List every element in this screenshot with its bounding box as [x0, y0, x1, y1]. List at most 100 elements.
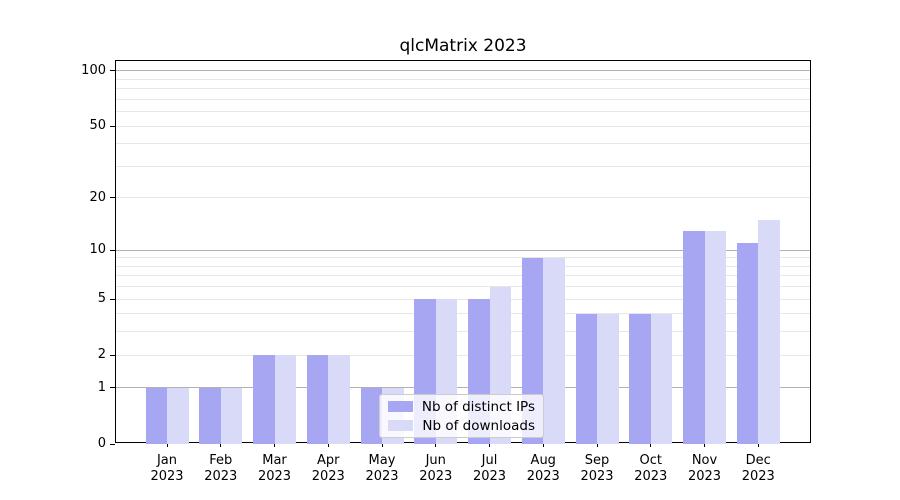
- y-gridline-minor: [116, 78, 810, 80]
- y-tick-label: 20: [89, 189, 106, 205]
- bar-downloads-mar: [274, 355, 296, 444]
- y-tick-label: 1: [97, 379, 106, 395]
- bar-distinct-ips-dec: [736, 243, 759, 444]
- y-tick-label: 2: [97, 347, 106, 363]
- x-tick-label: Feb 2023: [189, 453, 253, 485]
- legend-swatch-distinct-ips: [388, 401, 413, 412]
- year-label: 2023: [634, 469, 668, 484]
- year-label: 2023: [150, 469, 184, 484]
- x-tick-label: Oct 2023: [619, 453, 683, 485]
- y-gridline-minor: [116, 331, 810, 333]
- y-gridline-minor: [116, 143, 810, 145]
- bar-distinct-ips-feb: [199, 387, 221, 444]
- year-label: 2023: [419, 469, 453, 484]
- bar-distinct-ips-oct: [629, 313, 651, 444]
- x-tick: [220, 442, 222, 447]
- month-label: Sep: [584, 453, 610, 468]
- x-tick-label: Mar 2023: [243, 453, 307, 485]
- year-label: 2023: [687, 469, 722, 484]
- x-tick: [596, 442, 598, 447]
- x-tick-label: May 2023: [350, 453, 414, 485]
- y-tick: [110, 354, 115, 356]
- x-tick-label: Jun 2023: [404, 453, 468, 485]
- bar-downloads-feb: [220, 387, 243, 444]
- x-tick-label: Nov 2023: [673, 453, 737, 485]
- bar-downloads-sep: [597, 313, 619, 444]
- y-tick: [110, 197, 115, 199]
- bar-downloads-apr: [328, 355, 350, 444]
- y-tick: [110, 125, 115, 127]
- y-tick: [110, 249, 115, 251]
- x-tick-label: Aug 2023: [511, 453, 575, 485]
- y-tick-label: 100: [81, 62, 106, 78]
- y-gridline-major: [116, 249, 810, 251]
- y-tick: [110, 70, 115, 72]
- month-label: Apr: [317, 453, 340, 468]
- plot-area: Nb of distinct IPs Nb of downloads 0 1 2 5 1…: [81, 60, 811, 484]
- x-tick: [435, 442, 437, 447]
- x-tick: [381, 442, 383, 447]
- y-tick-label: 5: [97, 291, 106, 307]
- bar-downloads-dec: [758, 219, 780, 444]
- y-gridline-minor: [116, 88, 810, 90]
- legend-swatch-downloads: [388, 420, 413, 431]
- legend-label-downloads: Nb of downloads: [422, 417, 535, 434]
- x-tick: [166, 442, 168, 447]
- year-label: 2023: [311, 469, 345, 484]
- month-label: Dec: [745, 453, 771, 468]
- bar-distinct-ips-jan: [145, 387, 167, 444]
- x-tick: [650, 442, 652, 447]
- x-tick-label: Jan 2023: [135, 453, 199, 485]
- legend-label-distinct-ips: Nb of distinct IPs: [421, 398, 535, 415]
- month-label: Jun: [425, 453, 446, 468]
- year-label: 2023: [257, 469, 292, 484]
- x-tick: [274, 442, 275, 447]
- month-label: May: [368, 453, 396, 468]
- y-gridline-minor: [116, 197, 810, 199]
- bar-distinct-ips-sep: [575, 313, 597, 444]
- x-tick: [757, 442, 759, 447]
- x-tick-label: Apr 2023: [296, 453, 360, 485]
- y-tick-label: 10: [89, 242, 106, 258]
- y-gridline-minor: [116, 354, 810, 356]
- bar-distinct-ips-apr: [306, 355, 329, 444]
- bar-downloads-aug: [543, 257, 565, 444]
- x-tick-label: Jul 2023: [458, 453, 522, 485]
- month-label: Feb: [209, 453, 233, 468]
- year-label: 2023: [365, 469, 399, 484]
- y-gridline-major: [116, 70, 810, 72]
- y-gridline-minor: [116, 257, 810, 259]
- y-gridline-minor: [116, 165, 810, 167]
- bar-distinct-ips-mar: [253, 355, 275, 444]
- x-tick: [327, 442, 329, 447]
- x-tick: [542, 442, 544, 447]
- year-label: 2023: [472, 469, 507, 484]
- bar-distinct-ips-nov: [683, 230, 705, 444]
- bar-downloads-jan: [167, 387, 189, 444]
- year-label: 2023: [204, 469, 238, 484]
- year-label: 2023: [741, 469, 775, 484]
- year-label: 2023: [580, 469, 614, 484]
- y-gridline-minor: [116, 286, 810, 288]
- month-label: Oct: [639, 453, 662, 468]
- y-gridline-minor: [116, 298, 810, 300]
- y-gridline-minor: [116, 125, 810, 127]
- legend-entry-distinct-ips: Nb of distinct IPs: [388, 399, 535, 415]
- legend-entry-downloads: Nb of downloads: [388, 418, 535, 434]
- bar-downloads-oct: [650, 313, 673, 444]
- y-tick-label: 0: [97, 436, 106, 451]
- month-label: Jan: [156, 453, 178, 468]
- y-tick: [110, 443, 115, 445]
- y-gridline-minor: [116, 111, 810, 113]
- year-label: 2023: [526, 469, 560, 484]
- chart-title: qlcMatrix 2023: [399, 36, 527, 56]
- bar-distinct-ips-may: [360, 387, 382, 444]
- y-tick-label: 50: [89, 118, 106, 134]
- month-label: Mar: [262, 453, 287, 468]
- month-label: Aug: [530, 453, 556, 468]
- legend: Nb of distinct IPs Nb of downloads: [379, 394, 544, 438]
- month-label: Nov: [691, 453, 718, 468]
- y-gridline-minor: [116, 313, 810, 315]
- y-gridline-minor: [116, 275, 810, 277]
